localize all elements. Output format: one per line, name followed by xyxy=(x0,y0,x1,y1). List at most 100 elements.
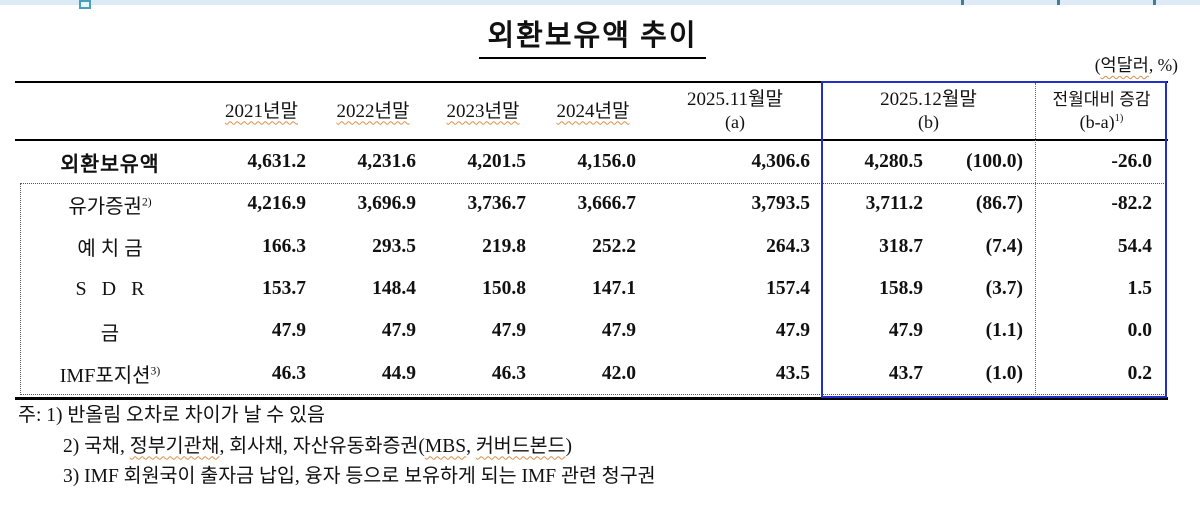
value-cell: 47.9 xyxy=(271,320,306,342)
december-share: (1.1) xyxy=(985,320,1023,342)
december-share: (86.7) xyxy=(975,193,1023,215)
table-header-cell: 2024년말 xyxy=(538,83,648,139)
value-cell: 44.9 xyxy=(381,362,416,384)
table-row: 외환보유액 4,631.2 4,231.6 4,201.5 4,156.0 4,306.6… xyxy=(15,141,1168,183)
change-cell: 54.4 xyxy=(1117,235,1152,257)
value-cell: 264.3 xyxy=(766,235,810,257)
footnote-ref: 1) xyxy=(1114,113,1124,124)
december-cell: 158.9 (3.7) xyxy=(822,278,1035,300)
value-cell: 293.5 xyxy=(372,235,416,257)
change-cell: -82.2 xyxy=(1111,193,1152,215)
row-label: IMF포지션3) xyxy=(59,364,161,388)
value-cell: 166.3 xyxy=(262,235,306,257)
december-share: (100.0) xyxy=(966,151,1023,173)
value-cell: 4,216.9 xyxy=(247,193,307,215)
value-cell: 157.4 xyxy=(766,278,810,300)
table-header-cell: 2021년말 xyxy=(205,83,318,139)
december-cell: 4,280.5 (100.0) xyxy=(822,151,1035,173)
footnote-ref: 3) xyxy=(150,364,161,378)
footnote-text: , 회사채, 자산유동화증권( xyxy=(219,435,425,457)
table-body: 외환보유액 4,631.2 4,231.6 4,201.5 4,156.0 4,306.6… xyxy=(15,141,1168,395)
december-value: 47.9 xyxy=(888,320,923,342)
value-cell: 4,156.0 xyxy=(577,151,637,173)
table-row: 유가증권2) 4,216.9 3,696.9 3,736.7 3,666.7 3,793.… xyxy=(15,183,1168,225)
december-value: 158.9 xyxy=(879,278,923,300)
value-cell: 4,201.5 xyxy=(467,151,527,173)
header-label: 2023년말 xyxy=(446,100,520,122)
value-cell: 43.5 xyxy=(775,362,810,384)
table-header-cell: 전월대비 증감 (b-a)1) xyxy=(1035,83,1168,139)
december-share: (1.0) xyxy=(985,362,1023,384)
footnote-text: , xyxy=(466,435,476,457)
change-cell: 0.0 xyxy=(1127,320,1152,342)
page-title: 외환보유액 추이 xyxy=(479,12,706,59)
table-header-cell: 2025.12월말 (b) xyxy=(822,83,1035,139)
footnote-line: 2) 국채, 정부기관채, 회사채, 자산유동화증권(MBS, 커버드본드) xyxy=(18,432,656,463)
ruler-tick-icon xyxy=(1057,0,1060,5)
value-cell: 46.3 xyxy=(491,362,526,384)
value-cell: 47.9 xyxy=(775,320,810,342)
row-label: S D R xyxy=(75,277,145,300)
unit-label: (억달러, %) xyxy=(1095,52,1178,77)
unit-prefix: ( xyxy=(1094,55,1101,75)
footnote-line: 주: 1) 반올림 오차로 차이가 날 수 있음 xyxy=(18,401,656,432)
value-cell: 148.4 xyxy=(372,278,416,300)
value-cell: 147.1 xyxy=(592,278,636,300)
value-cell: 47.9 xyxy=(601,320,636,342)
header-sublabel: (b-a)1) xyxy=(1079,112,1124,132)
unit-text: 억달러 xyxy=(1100,55,1149,75)
title-wrap: 외환보유액 추이 xyxy=(0,12,1185,59)
value-cell: 4,631.2 xyxy=(247,151,307,173)
header-label: 전월대비 증감 xyxy=(1052,90,1151,109)
value-cell: 252.2 xyxy=(592,235,636,257)
change-cell: 1.5 xyxy=(1127,278,1152,300)
december-cell: 47.9 (1.1) xyxy=(822,320,1035,342)
window-top-strip xyxy=(0,0,1200,9)
value-cell: 47.9 xyxy=(491,320,526,342)
row-label: 금 xyxy=(100,322,120,345)
footnote-text: 1) 반올림 오차로 차이가 날 수 있음 xyxy=(46,405,325,426)
value-cell: 4,306.6 xyxy=(751,151,811,173)
header-label: 2022년말 xyxy=(336,100,410,122)
ruler-tick-icon xyxy=(961,0,964,5)
ruler-marker-icon xyxy=(79,0,91,9)
footnote-text-spellcheck: 정부기관채 xyxy=(129,435,220,457)
value-cell: 3,736.7 xyxy=(467,193,527,215)
footnote-line: 3) IMF 회원국이 출자금 납입, 융자 등으로 보유하게 되는 IMF 관… xyxy=(18,462,656,493)
change-cell: -26.0 xyxy=(1111,151,1152,173)
value-cell: 219.8 xyxy=(482,235,526,257)
ruler-tick-icon xyxy=(1153,0,1156,5)
table-header-cell: 2025.11월말 (a) xyxy=(648,83,822,139)
december-cell: 3,711.2 (86.7) xyxy=(822,193,1035,215)
value-cell: 3,793.5 xyxy=(751,193,811,215)
december-value: 3,711.2 xyxy=(865,193,923,215)
value-cell: 3,696.9 xyxy=(357,193,417,215)
footnote-text: 3) IMF 회원국이 출자금 납입, 융자 등으로 보유하게 되는 IMF 관… xyxy=(63,466,656,487)
value-cell: 153.7 xyxy=(262,278,306,300)
footnote-prefix: 주: xyxy=(18,405,47,426)
value-cell: 150.8 xyxy=(482,278,526,300)
table-header-cell: 2022년말 xyxy=(318,83,428,139)
table-header-cell xyxy=(15,83,205,139)
footnote-text-spellcheck: MBS xyxy=(424,435,467,457)
december-cell: 318.7 (7.4) xyxy=(822,236,1035,258)
header-label: 2025.11월말 xyxy=(686,89,783,110)
footnote-ref: 2) xyxy=(141,195,152,209)
december-share: (7.4) xyxy=(985,235,1023,257)
change-cell: 0.2 xyxy=(1127,362,1152,384)
header-label: 2025.12월말 xyxy=(880,89,977,110)
value-cell: 46.3 xyxy=(271,362,306,384)
december-share: (3.7) xyxy=(985,278,1023,300)
table-header-cell: 2023년말 xyxy=(428,83,538,139)
value-cell: 42.0 xyxy=(601,362,636,384)
unit-suffix: , %) xyxy=(1148,55,1178,75)
footnote-text: 2) 국채, xyxy=(63,435,130,457)
value-cell: 3,666.7 xyxy=(577,193,637,215)
header-sublabel: (b) xyxy=(918,112,939,132)
footnotes: 주: 1) 반올림 오차로 차이가 날 수 있음 2) 국채, 정부기관채, 회사… xyxy=(18,401,656,493)
table-row: 금 47.9 47.9 47.9 47.9 47.9 47.9 (1.1) 0.0 xyxy=(15,310,1168,352)
table-row: IMF포지션3) 46.3 44.9 46.3 42.0 43.5 43.7 (1.0) 0.2 xyxy=(15,353,1168,395)
value-cell: 47.9 xyxy=(381,320,416,342)
footnote-text: ) xyxy=(565,435,573,457)
